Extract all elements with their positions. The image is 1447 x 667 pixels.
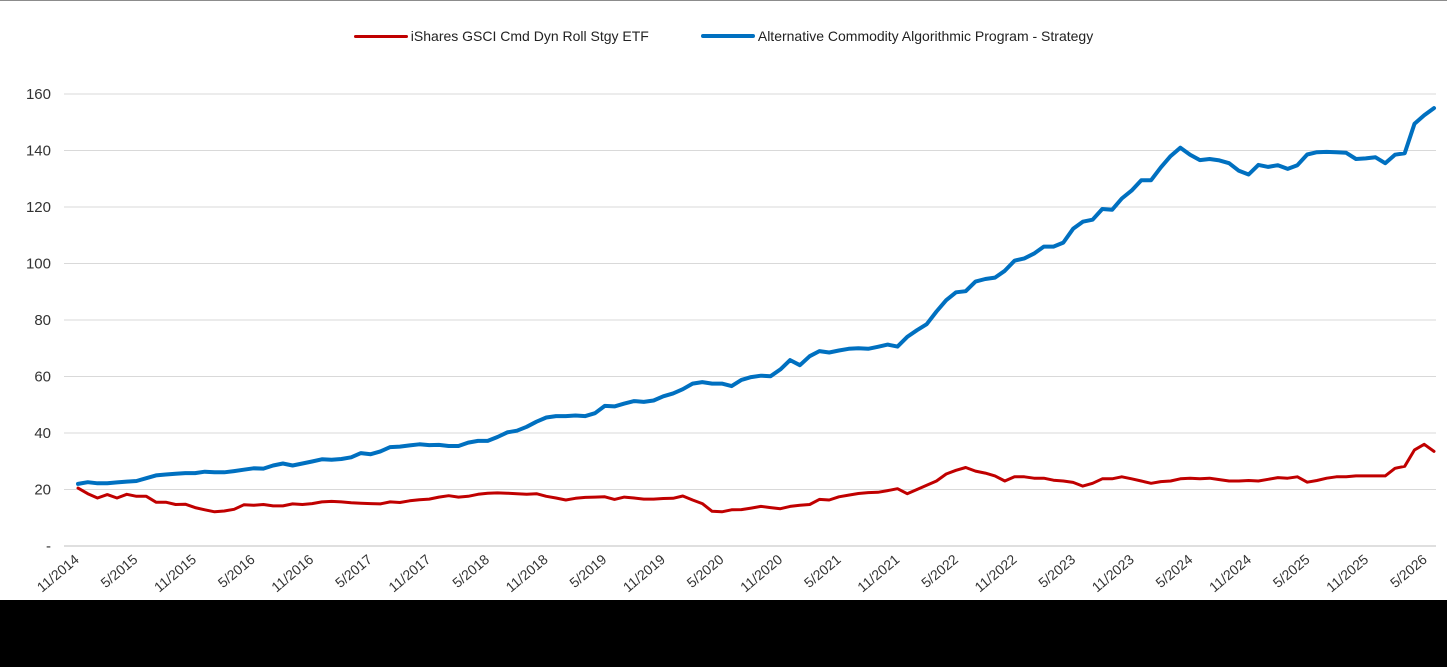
x-tick-label: 5/2023 xyxy=(1035,551,1078,591)
x-tick-label: 11/2024 xyxy=(1206,551,1254,595)
x-tick-label: 11/2019 xyxy=(620,551,668,595)
x-tick-label: 5/2020 xyxy=(684,551,727,591)
x-tick-label: 5/2019 xyxy=(566,551,609,591)
legend-item-strategy: Alternative Commodity Algorithmic Progra… xyxy=(700,28,1094,44)
legend-label-etf: iShares GSCI Cmd Dyn Roll Stgy ETF xyxy=(410,28,649,44)
x-tick-label: 11/2020 xyxy=(737,551,785,595)
x-tick-label: 5/2026 xyxy=(1387,551,1430,591)
legend-item-etf: iShares GSCI Cmd Dyn Roll Stgy ETF xyxy=(353,28,649,44)
y-tick-label: 80 xyxy=(34,312,51,329)
x-tick-label: 5/2021 xyxy=(801,551,844,591)
x-tick-label: 5/2017 xyxy=(332,551,375,591)
x-tick-label: 11/2022 xyxy=(971,551,1019,595)
x-tick-label: 5/2024 xyxy=(1152,551,1195,591)
x-tick-label: 5/2022 xyxy=(918,551,961,591)
series-line-strategy xyxy=(76,106,1436,486)
x-tick-label: 11/2025 xyxy=(1323,551,1371,595)
x-tick-label: 11/2015 xyxy=(151,551,199,595)
x-tick-label: 5/2025 xyxy=(1270,551,1313,591)
legend-label-strategy: Alternative Commodity Algorithmic Progra… xyxy=(757,28,1094,44)
chart-area: iShares GSCI Cmd Dyn Roll Stgy ETF Alter… xyxy=(0,0,1447,600)
x-tick-label: 11/2021 xyxy=(854,551,902,595)
x-tick-label: 11/2017 xyxy=(385,551,433,595)
y-tick-label: 160 xyxy=(26,86,51,103)
legend-swatch-etf xyxy=(353,34,408,38)
x-tick-label: 5/2015 xyxy=(97,551,140,591)
y-tick-label: 20 xyxy=(34,482,51,499)
y-tick-label: 140 xyxy=(26,143,51,160)
x-tick-label: 11/2018 xyxy=(503,551,551,595)
y-tick-label: 100 xyxy=(26,256,51,273)
y-tick-label: 60 xyxy=(34,369,51,386)
legend-swatch-strategy xyxy=(700,34,755,38)
y-tick-label: 40 xyxy=(34,425,51,442)
legend: iShares GSCI Cmd Dyn Roll Stgy ETF Alter… xyxy=(0,28,1447,44)
x-tick-label: 11/2014 xyxy=(34,551,82,595)
y-tick-label: 120 xyxy=(26,199,51,216)
x-tick-label: 11/2016 xyxy=(268,551,316,595)
line-chart: - 20 40 60 80 100 120 140 160 11/2014 5/2015 11/201… xyxy=(26,86,1436,595)
x-tick-label: 5/2018 xyxy=(449,551,492,591)
y-tick-label: - xyxy=(46,538,51,555)
x-tick-label: 5/2016 xyxy=(215,551,258,591)
series-line-etf xyxy=(76,442,1436,514)
x-tick-label: 11/2023 xyxy=(1089,551,1137,595)
